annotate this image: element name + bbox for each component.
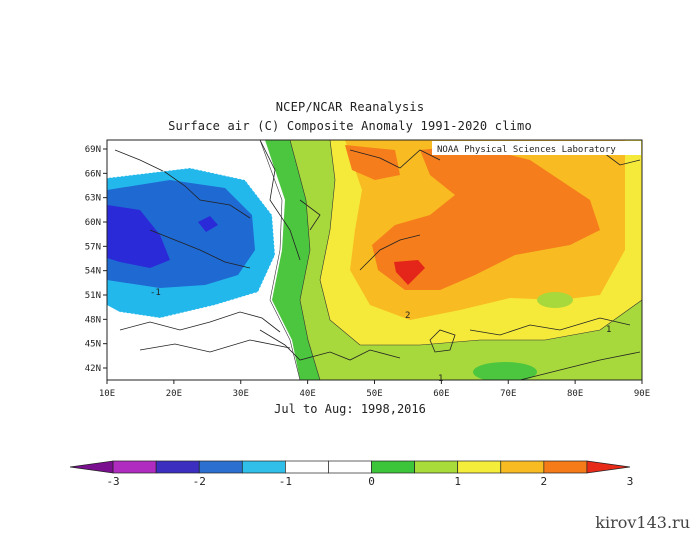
colorbar-segment (112, 460, 157, 474)
lat-tick-label: 54N (85, 267, 101, 277)
colorbar-segment (543, 460, 588, 474)
longitude-ticks: 10E 20E 30E 40E 50E 60E 70E 80E 90E (99, 380, 650, 399)
colorbar-segment (586, 460, 631, 474)
contour-orange (372, 145, 600, 290)
colorbar-label: 1 (454, 475, 461, 488)
lon-tick-label: 40E (299, 389, 315, 399)
attribution-box (432, 141, 641, 155)
colorbar-segment (371, 460, 415, 474)
attribution-text: NOAA Physical Sciences Laboratory (437, 145, 616, 155)
lat-tick-label: 63N (85, 194, 101, 204)
colorbar-segment (328, 460, 372, 474)
contour-label: 1 (606, 325, 611, 335)
lat-tick-label: 45N (85, 340, 101, 350)
lon-tick-label: 60E (433, 389, 449, 399)
colorbar-label: -2 (193, 475, 206, 488)
lon-tick-label: 80E (567, 389, 583, 399)
lat-tick-label: 66N (85, 169, 101, 179)
lon-tick-label: 20E (166, 389, 182, 399)
colorbar-label: 2 (541, 475, 548, 488)
contour-label: 1 (438, 374, 443, 384)
colorbar-segment (69, 460, 114, 474)
lon-tick-label: 30E (233, 389, 249, 399)
lon-tick-label: 90E (634, 389, 650, 399)
contour-deep-blue (107, 205, 170, 268)
colorbar-segment (285, 460, 329, 474)
colorbar-segment (457, 460, 502, 474)
colorbar-label: -3 (106, 475, 119, 488)
contour-spot-east (537, 292, 573, 308)
contour-label: 2 (405, 311, 410, 321)
lon-tick-label: 70E (500, 389, 516, 399)
lat-tick-label: 48N (85, 315, 101, 325)
lat-tick-label: 57N (85, 242, 101, 252)
colorbar-segment (155, 460, 200, 474)
colorbar-label: -1 (279, 475, 292, 488)
contour-red (394, 260, 425, 285)
map-subtitle: Surface air (C) Composite Anomaly 1991-2… (168, 119, 532, 133)
colorbar-label: 0 (368, 475, 375, 488)
contour-label: -1 (150, 288, 161, 298)
contour-spot-south (473, 362, 537, 380)
lat-tick-label: 60N (85, 218, 101, 228)
lat-tick-label: 69N (85, 145, 101, 155)
map-title: NCEP/NCAR Reanalysis (275, 100, 425, 114)
period-label: Jul to Aug: 1998,2016 (274, 402, 426, 416)
lat-tick-label: 51N (85, 291, 101, 301)
anomaly-fill (107, 140, 642, 380)
watermark: kirov143.ru (595, 513, 690, 532)
lon-tick-label: 10E (99, 389, 115, 399)
colorbar-segment (500, 460, 545, 474)
colorbar-label: 3 (627, 475, 634, 488)
colorbar-segment (198, 460, 243, 474)
lat-tick-label: 42N (85, 364, 101, 374)
lon-tick-label: 50E (366, 389, 382, 399)
colorbar-segment (414, 460, 459, 474)
latitude-ticks: 69N 66N 63N 60N 57N 54N 51N 48N 45N 42N (85, 145, 107, 374)
colorbar-segment (241, 460, 286, 474)
contour-orange-west (345, 145, 400, 180)
